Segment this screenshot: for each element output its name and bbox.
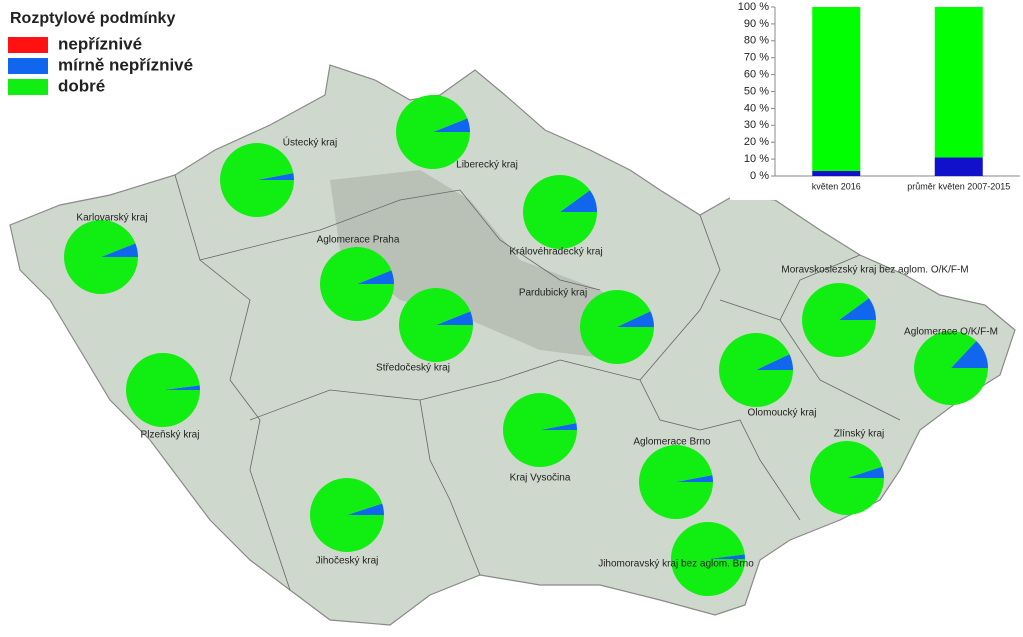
pie-slice xyxy=(671,522,745,596)
pie-slice xyxy=(357,270,394,284)
y-tick-label: 60 % xyxy=(744,69,769,81)
region-label: Liberecký kraj xyxy=(456,160,518,171)
pie-slice xyxy=(523,175,597,249)
pie-slice xyxy=(502,393,577,468)
region-label: Aglomerace O/K/F-M xyxy=(904,327,998,338)
pie-slice xyxy=(101,243,138,257)
pie-slice xyxy=(64,220,138,294)
legend-swatch xyxy=(8,79,48,95)
y-tick-label: 0 % xyxy=(750,170,769,182)
y-tick-label: 90 % xyxy=(744,18,769,30)
pie-slice xyxy=(257,173,294,180)
pie-slice xyxy=(320,247,394,322)
y-tick-label: 30 % xyxy=(744,119,769,131)
bar-segment xyxy=(812,170,861,176)
pie-slice xyxy=(708,554,745,559)
legend-swatch xyxy=(8,58,48,74)
region-label: Moravskoslezský kraj bez aglom. O/K/F-M xyxy=(781,265,968,276)
y-tick-label: 50 % xyxy=(744,85,769,97)
terrain-shade xyxy=(330,170,650,360)
pie-slice xyxy=(676,475,713,482)
pie-slice xyxy=(802,283,876,357)
region-label: Jihočeský kraj xyxy=(316,556,379,567)
region-label: Olomoucký kraj xyxy=(748,408,817,419)
legend-label: nepříznivé xyxy=(58,34,142,53)
bar-segment xyxy=(812,7,861,171)
y-tick-label: 40 % xyxy=(744,102,769,114)
pie-slice xyxy=(433,118,470,132)
region-label: Královéhradecký kraj xyxy=(509,247,602,258)
pie-slice xyxy=(839,298,876,320)
pie-slice xyxy=(719,333,793,407)
region-label: Aglomerace Praha xyxy=(317,235,400,246)
pie-slice xyxy=(914,331,988,406)
y-tick-label: 20 % xyxy=(744,136,769,148)
pie-slice xyxy=(310,478,384,553)
y-tick-label: 70 % xyxy=(744,52,769,64)
pie-slice xyxy=(847,466,884,478)
bar-segment xyxy=(934,157,983,176)
pie-slice xyxy=(756,354,793,370)
y-tick-label: 80 % xyxy=(744,35,769,47)
pie-slice xyxy=(396,95,470,170)
pie-slice xyxy=(220,143,294,217)
region-label: Středočeský kraj xyxy=(376,363,450,374)
pie-slice xyxy=(347,503,384,515)
y-tick-label: 10 % xyxy=(744,153,769,165)
region-label: Pardubický kraj xyxy=(519,288,587,299)
pie-slice xyxy=(560,190,597,212)
pie-slice xyxy=(163,385,200,390)
pie-slice xyxy=(580,290,654,365)
pie-slice xyxy=(810,441,884,516)
pie-slice xyxy=(540,423,577,430)
pie-slice xyxy=(436,311,473,325)
pie-slice xyxy=(639,445,713,520)
region-label: Ústecký kraj xyxy=(283,136,337,149)
legend-swatch xyxy=(8,37,48,53)
x-tick-label: průměr květen 2007-2015 xyxy=(907,181,1010,191)
y-tick-label: 100 % xyxy=(738,1,769,13)
legend-label: dobré xyxy=(58,76,105,95)
legend-label: mírně nepříznivé xyxy=(58,55,193,74)
region-label: Kraj Vysočina xyxy=(510,473,571,484)
pie-slice xyxy=(125,353,200,428)
pie-slice xyxy=(617,311,654,327)
bar-segment xyxy=(934,7,983,158)
region-label: Aglomerace Brno xyxy=(633,437,711,448)
pie-slice xyxy=(951,341,988,368)
region-label: Zlínský kraj xyxy=(834,429,885,440)
region-label: Jihomoravský kraj bez aglom. Brno xyxy=(598,559,754,570)
legend-title: Rozptylové podmínky xyxy=(10,10,175,27)
region-label: Plzeňský kraj xyxy=(141,430,200,441)
x-tick-label: květen 2016 xyxy=(812,181,861,191)
region-label: Karlovarský kraj xyxy=(76,213,147,224)
pie-slice xyxy=(399,287,473,362)
region-borders xyxy=(174,174,901,591)
